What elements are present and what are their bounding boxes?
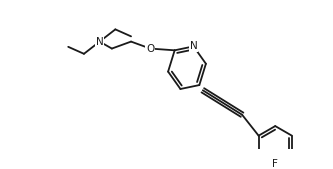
Text: O: O bbox=[146, 44, 155, 54]
Text: F: F bbox=[272, 159, 278, 169]
Text: N: N bbox=[190, 41, 197, 51]
Text: N: N bbox=[96, 37, 104, 47]
